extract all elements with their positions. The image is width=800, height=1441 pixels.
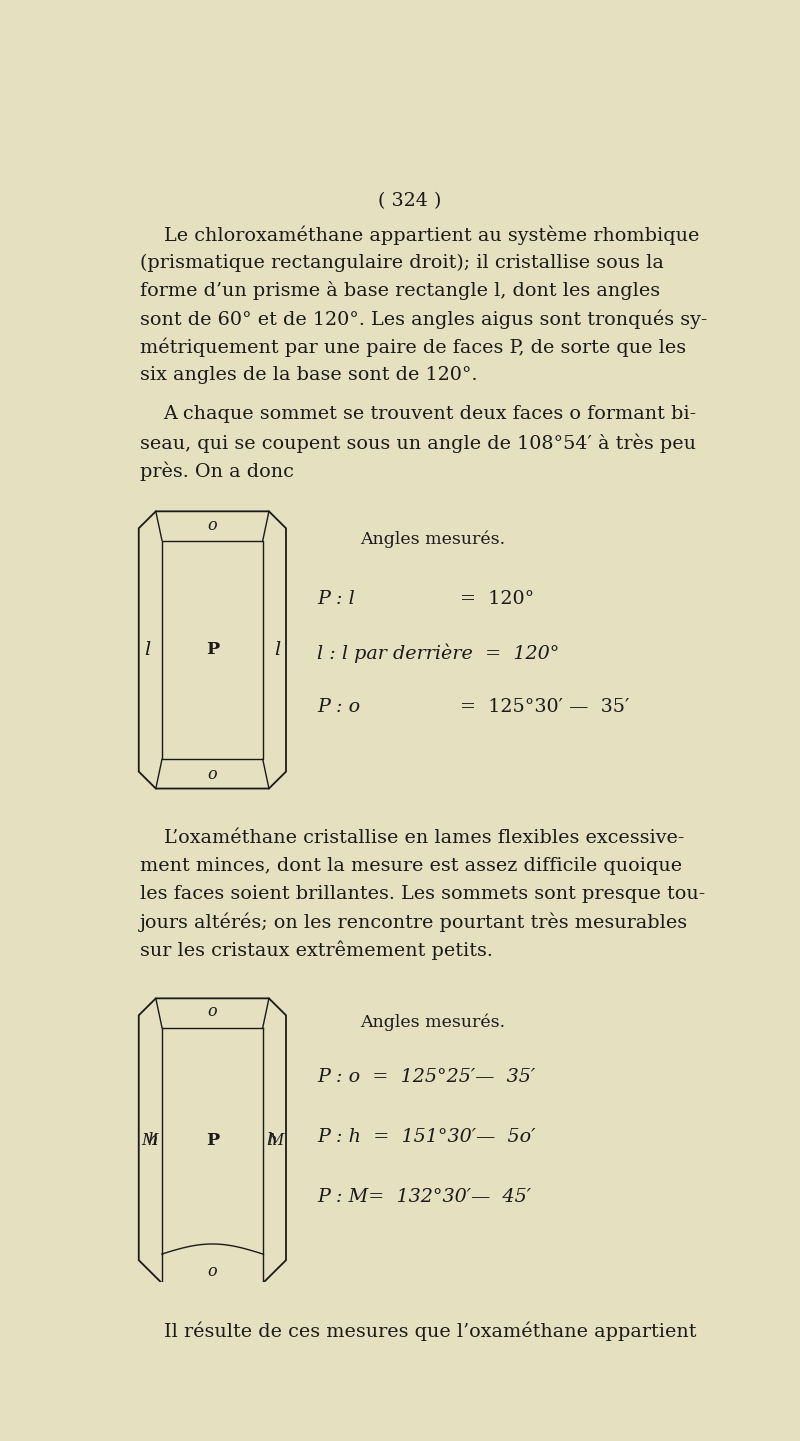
Text: Angles mesurés.: Angles mesurés.: [360, 1014, 505, 1032]
Text: M: M: [267, 1133, 284, 1150]
Text: Il résulte de ces mesures que l’oxaméthane appartient: Il résulte de ces mesures que l’oxamétha…: [163, 1321, 696, 1342]
Text: seau, qui se coupent sous un angle de 108°54′ à très peu: seau, qui se coupent sous un angle de 10…: [140, 434, 696, 452]
Text: P: P: [206, 1133, 219, 1150]
Text: six angles de la base sont de 120°.: six angles de la base sont de 120°.: [140, 366, 478, 383]
Text: P : M=  132°30′—  45′: P : M= 132°30′— 45′: [317, 1187, 531, 1206]
Text: o: o: [207, 517, 217, 533]
Text: près. On a donc: près. On a donc: [140, 461, 294, 481]
Bar: [162, 540, 262, 759]
Text: sont de 60° et de 120°. Les angles aigus sont tronqués sy-: sont de 60° et de 120°. Les angles aigus…: [140, 310, 708, 329]
Text: les faces soient brillantes. Les sommets sont presque tou-: les faces soient brillantes. Les sommets…: [140, 885, 706, 902]
Text: h: h: [266, 1133, 278, 1150]
Text: l: l: [145, 641, 150, 659]
Text: l : l par derrière  =  120°: l : l par derrière = 120°: [317, 644, 559, 663]
Text: L’oxaméthane cristallise en lames flexibles excessive-: L’oxaméthane cristallise en lames flexib…: [163, 829, 684, 846]
Text: =  125°30′ —  35′: = 125°30′ — 35′: [460, 697, 630, 716]
Text: A chaque sommet se trouvent deux faces o formant bi-: A chaque sommet se trouvent deux faces o…: [163, 405, 697, 424]
Text: sur les cristaux extrêmement petits.: sur les cristaux extrêmement petits.: [140, 941, 493, 961]
Text: jours altérés; on les rencontre pourtant très mesurables: jours altérés; on les rencontre pourtant…: [140, 914, 689, 932]
Text: M: M: [141, 1133, 158, 1150]
Text: l: l: [274, 641, 280, 659]
Text: P : h  =  151°30′—  5o′: P : h = 151°30′— 5o′: [317, 1128, 535, 1146]
Text: Angles mesurés.: Angles mesurés.: [360, 530, 505, 548]
Text: forme d’un prisme à base rectangle l, dont les angles: forme d’un prisme à base rectangle l, do…: [140, 281, 661, 301]
Text: o: o: [207, 767, 217, 782]
Text: h: h: [147, 1133, 158, 1150]
Text: ment minces, dont la mesure est assez difficile quoique: ment minces, dont la mesure est assez di…: [140, 857, 682, 875]
Text: métriquement par une paire de faces P, de sorte que les: métriquement par une paire de faces P, d…: [140, 337, 686, 357]
Text: Le chloroxaméthane appartient au système rhombique: Le chloroxaméthane appartient au système…: [163, 225, 699, 245]
Text: P: P: [206, 641, 219, 659]
Text: o: o: [207, 1264, 217, 1280]
Text: =  120°: = 120°: [460, 589, 534, 608]
Text: P : o: P : o: [317, 697, 360, 716]
Text: o: o: [207, 1003, 217, 1020]
Text: ( 324 ): ( 324 ): [378, 192, 442, 210]
Text: P : l: P : l: [317, 589, 354, 608]
Text: P : o  =  125°25′—  35′: P : o = 125°25′— 35′: [317, 1068, 535, 1087]
Text: (prismatique rectangulaire droit); il cristallise sous la: (prismatique rectangulaire droit); il cr…: [140, 254, 664, 272]
